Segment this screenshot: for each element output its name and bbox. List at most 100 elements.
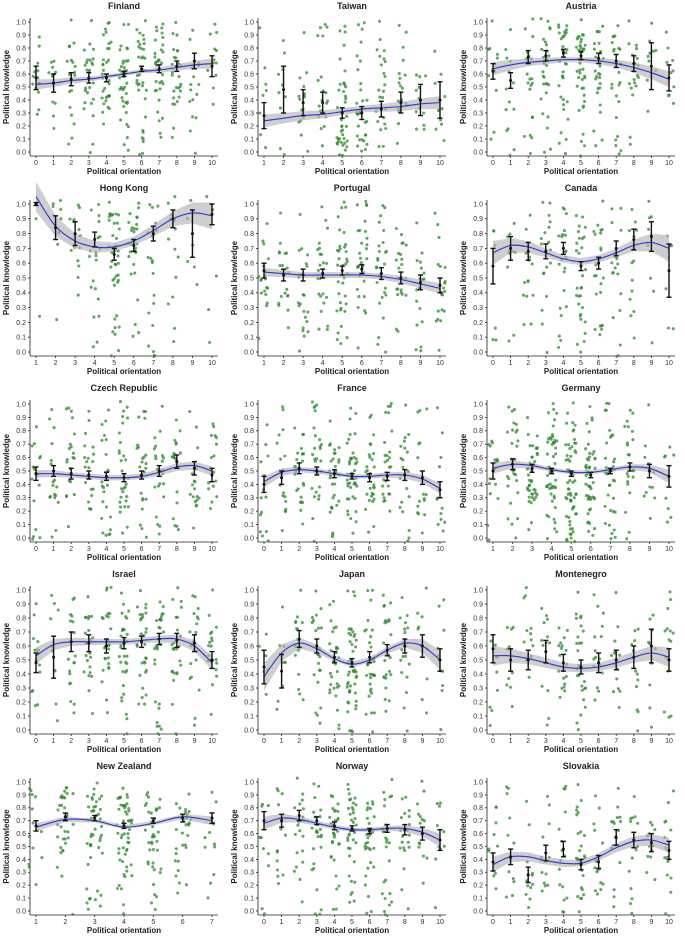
- data-point: [577, 910, 581, 914]
- data-point: [171, 517, 175, 521]
- data-point: [532, 498, 536, 502]
- data-point: [293, 426, 297, 430]
- data-point: [575, 641, 579, 645]
- x-tick-label: 10: [665, 546, 673, 553]
- data-point: [663, 856, 667, 860]
- data-point: [377, 249, 381, 253]
- x-tick-label: 3: [315, 919, 319, 926]
- data-point: [101, 62, 105, 67]
- data-point: [330, 841, 335, 845]
- data-point: [343, 141, 347, 145]
- data-point: [153, 52, 157, 56]
- data-point: [592, 593, 596, 597]
- data-point: [319, 126, 323, 131]
- x-tick-label: 6: [589, 546, 593, 553]
- data-point: [384, 293, 388, 297]
- y-tick-label: 0.7: [16, 818, 26, 825]
- data-point: [143, 19, 147, 23]
- y-tick-label: 0.4: [473, 671, 483, 678]
- data-point: [210, 639, 214, 643]
- data-point: [515, 479, 519, 483]
- data-point: [210, 790, 214, 794]
- data-point: [383, 658, 387, 663]
- data-point: [350, 806, 354, 810]
- data-point: [547, 240, 551, 244]
- data-point: [424, 493, 428, 497]
- data-point: [189, 88, 193, 92]
- data-point: [626, 474, 630, 478]
- data-point: [120, 833, 124, 837]
- data-point: [566, 117, 570, 121]
- data-point: [118, 858, 122, 862]
- data-point: [344, 124, 349, 128]
- data-point: [528, 489, 532, 493]
- data-point: [407, 809, 411, 813]
- data-point: [400, 595, 404, 600]
- data-point: [113, 317, 117, 321]
- data-point: [37, 35, 41, 39]
- data-point: [598, 103, 602, 107]
- data-point: [507, 339, 511, 343]
- data-point: [329, 649, 333, 653]
- data-point: [572, 437, 577, 441]
- mean-point: [491, 647, 495, 651]
- data-point: [353, 496, 357, 500]
- data-point: [368, 641, 372, 645]
- data-point: [588, 404, 592, 409]
- x-tick-label: 0: [34, 160, 38, 167]
- data-point: [570, 445, 574, 449]
- mean-point: [438, 283, 442, 287]
- mean-point: [122, 824, 126, 828]
- y-tick-label: 0.0: [473, 149, 483, 156]
- data-point: [153, 354, 157, 358]
- data-point: [376, 256, 380, 260]
- data-point: [541, 643, 545, 647]
- data-point: [207, 487, 211, 491]
- data-point: [345, 114, 349, 118]
- data-point: [586, 520, 590, 524]
- data-point: [567, 443, 571, 447]
- data-point: [510, 409, 514, 413]
- data-point: [388, 509, 392, 513]
- y-tick-label: 0.5: [244, 468, 254, 475]
- data-point: [669, 597, 673, 602]
- data-point: [124, 810, 128, 814]
- data-point: [630, 642, 634, 647]
- data-point: [259, 460, 263, 464]
- data-point: [190, 115, 195, 119]
- data-point: [160, 26, 164, 30]
- data-point: [347, 460, 352, 464]
- data-point: [281, 405, 285, 409]
- data-point: [574, 249, 579, 253]
- data-point: [158, 797, 162, 801]
- data-point: [406, 840, 410, 844]
- data-point: [313, 446, 317, 450]
- y-tick-label: 1.0: [473, 19, 483, 26]
- data-point: [564, 496, 568, 500]
- data-point: [559, 37, 563, 41]
- x-tick-label: 8: [632, 919, 636, 926]
- data-point: [181, 843, 185, 847]
- x-tick-label: 7: [385, 738, 389, 745]
- data-point: [400, 241, 404, 245]
- data-point: [317, 485, 322, 489]
- data-point: [561, 206, 565, 210]
- data-point: [84, 615, 88, 619]
- data-point: [141, 497, 145, 501]
- x-tick-label: 9: [192, 738, 196, 745]
- x-tick-label: 1: [262, 160, 266, 167]
- data-point: [368, 455, 372, 459]
- data-point: [551, 484, 555, 488]
- data-point: [414, 348, 418, 352]
- data-point: [317, 246, 322, 250]
- y-tick-label: 0.5: [473, 84, 483, 91]
- data-point: [142, 41, 146, 46]
- data-point: [154, 88, 159, 92]
- data-point: [357, 295, 361, 299]
- data-point: [650, 823, 654, 827]
- x-tick-label: 6: [140, 738, 144, 745]
- data-point: [522, 640, 526, 644]
- data-point: [86, 456, 90, 460]
- x-tick-label: 3: [87, 546, 91, 553]
- data-point: [420, 615, 424, 619]
